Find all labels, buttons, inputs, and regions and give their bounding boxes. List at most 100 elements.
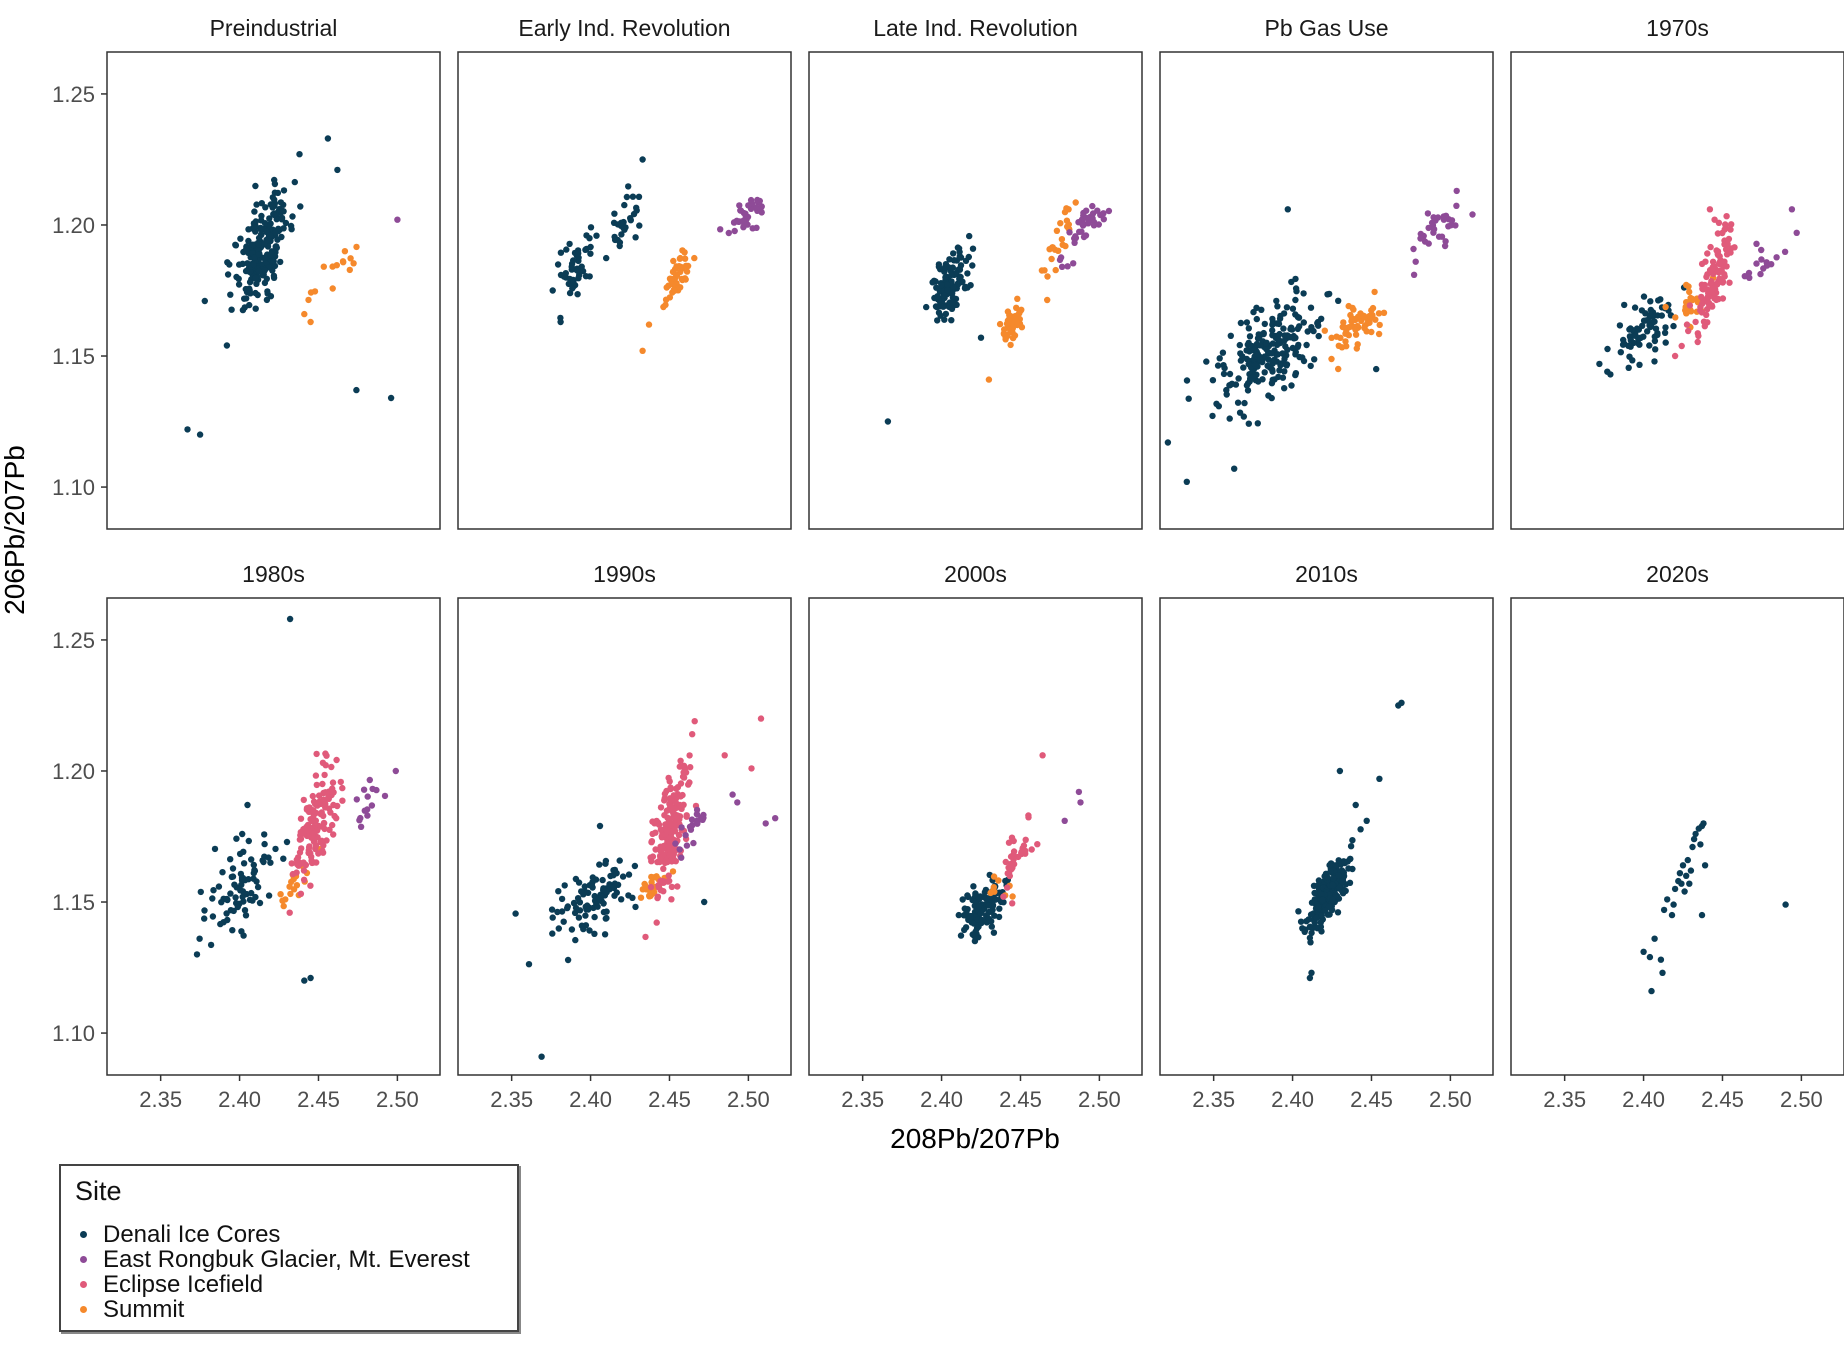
data-point	[1276, 330, 1283, 338]
data-point	[948, 317, 955, 324]
data-point	[252, 274, 259, 282]
panel-title: 1990s	[593, 561, 656, 587]
data-point	[1662, 324, 1669, 331]
data-point	[957, 932, 965, 939]
x-tick-label: 2.35	[139, 1087, 182, 1112]
data-point	[686, 752, 693, 759]
data-point	[1006, 872, 1013, 880]
data-point	[304, 827, 312, 834]
data-point	[677, 263, 685, 271]
data-point	[1275, 336, 1283, 343]
data-point	[1000, 899, 1007, 906]
data-point	[1640, 948, 1647, 955]
data-point	[329, 785, 336, 792]
data-point	[320, 263, 327, 270]
data-point	[1057, 220, 1064, 227]
data-point	[339, 797, 346, 804]
data-point	[681, 255, 689, 262]
data-point	[232, 242, 240, 249]
data-point	[268, 248, 276, 255]
data-point	[654, 894, 661, 902]
data-point	[1221, 364, 1228, 372]
data-point	[1617, 349, 1625, 356]
data-point	[1058, 236, 1066, 243]
panel-border	[808, 597, 1143, 1076]
data-point	[1340, 319, 1347, 326]
data-point	[360, 786, 368, 793]
data-point	[584, 902, 591, 909]
data-point	[586, 927, 593, 934]
data-point	[232, 894, 239, 901]
data-point	[961, 285, 969, 292]
data-point	[681, 249, 688, 256]
data-point	[312, 772, 320, 779]
data-point	[269, 194, 276, 201]
data-point	[593, 232, 600, 239]
data-point	[1284, 206, 1292, 213]
data-point	[1281, 385, 1288, 392]
data-point	[1632, 332, 1639, 339]
data-point	[265, 892, 273, 899]
data-point	[1371, 288, 1378, 296]
data-point	[1629, 326, 1636, 334]
data-point	[1679, 862, 1687, 869]
data-point	[297, 815, 305, 822]
data-point	[1626, 353, 1633, 360]
data-point	[572, 875, 580, 883]
panel-title: Early Ind. Revolution	[518, 15, 730, 41]
data-point	[251, 867, 259, 875]
data-point	[1281, 368, 1288, 375]
data-point	[665, 774, 672, 782]
data-point	[312, 817, 319, 824]
data-point	[666, 877, 673, 885]
data-point	[1651, 358, 1658, 365]
data-point	[1064, 223, 1071, 230]
data-point	[1052, 266, 1059, 274]
data-point	[1657, 956, 1665, 963]
x-tick-label: 2.40	[1271, 1087, 1314, 1112]
data-point	[305, 296, 312, 304]
data-point	[964, 270, 971, 277]
data-point	[674, 791, 681, 798]
facet-panel: 2010s 2.35 2.40 2.45 2.50	[1159, 561, 1494, 1112]
data-point	[1237, 350, 1244, 357]
data-point	[525, 961, 533, 968]
data-point	[674, 883, 681, 890]
data-point	[1342, 887, 1349, 895]
data-point	[633, 204, 640, 211]
legend-title: Site	[75, 1176, 122, 1206]
data-point	[246, 287, 253, 294]
data-point	[1020, 849, 1027, 856]
legend-label-eclipse: Eclipse Icefield	[103, 1270, 264, 1298]
data-point	[261, 220, 269, 227]
data-point	[1702, 258, 1709, 265]
data-point	[1300, 357, 1308, 365]
data-point	[1234, 399, 1242, 406]
data-point	[243, 295, 250, 302]
data-point	[297, 835, 305, 843]
data-point	[1273, 297, 1280, 305]
data-point	[568, 926, 576, 933]
x-tick-label: 2.45	[648, 1087, 691, 1112]
y-tick-label: 1.20	[52, 759, 95, 784]
data-point	[749, 225, 756, 232]
data-point	[1324, 874, 1331, 881]
data-point	[582, 912, 589, 919]
data-point	[320, 812, 327, 820]
data-point	[996, 320, 1004, 328]
panel-title: Preindustrial	[210, 15, 338, 41]
data-point	[1695, 332, 1702, 340]
data-point	[1100, 216, 1108, 223]
data-point	[1644, 317, 1651, 324]
data-point	[1254, 351, 1262, 358]
data-point	[1292, 334, 1299, 341]
data-point	[1326, 861, 1333, 869]
data-point	[942, 274, 949, 281]
data-point	[1263, 345, 1270, 353]
data-point	[1080, 233, 1088, 241]
data-point	[245, 226, 252, 233]
data-point	[1684, 856, 1692, 864]
data-point	[227, 291, 234, 298]
data-point	[1253, 315, 1261, 323]
data-point	[977, 910, 985, 917]
